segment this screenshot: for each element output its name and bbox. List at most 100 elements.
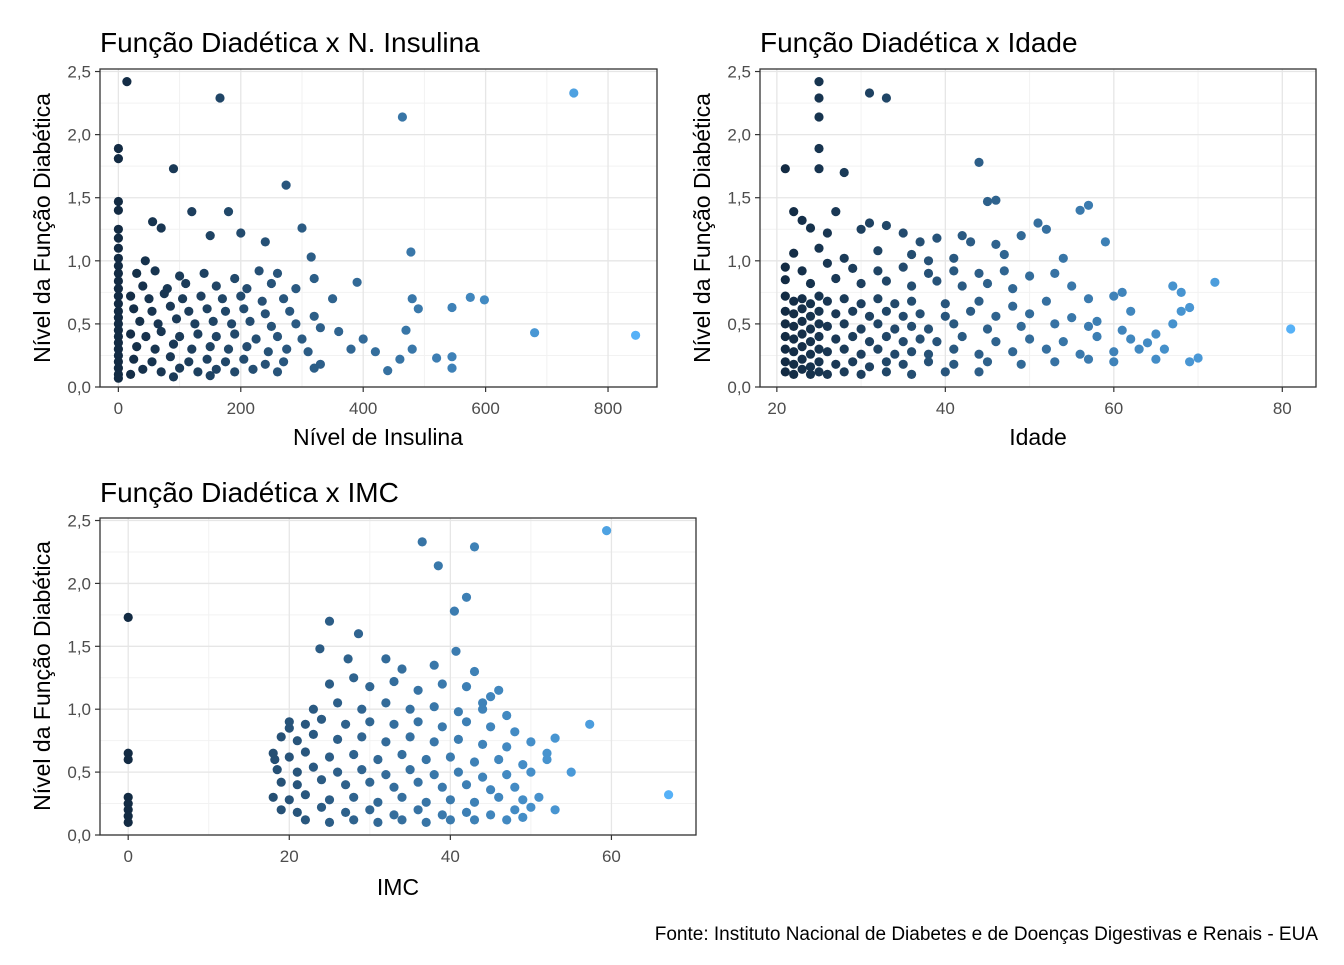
data-point — [881, 276, 892, 286]
data-point — [171, 314, 182, 324]
data-point — [324, 817, 335, 828]
data-point — [486, 785, 496, 795]
data-point — [381, 770, 391, 780]
data-point — [923, 357, 934, 367]
data-point — [864, 337, 875, 347]
x-axis-label: IMC — [377, 874, 419, 900]
data-point — [873, 294, 883, 304]
data-point — [461, 717, 472, 727]
data-point — [123, 811, 133, 821]
data-point — [1041, 224, 1051, 234]
data-point — [126, 369, 136, 379]
plot-background — [100, 518, 696, 835]
data-point — [940, 299, 950, 309]
data-point — [469, 666, 480, 677]
data-point — [982, 324, 993, 334]
data-point — [315, 644, 325, 654]
data-point — [1185, 302, 1195, 313]
data-point — [1100, 237, 1110, 247]
data-point — [1176, 306, 1186, 316]
data-point — [856, 278, 866, 289]
data-point — [780, 319, 790, 329]
data-point — [148, 217, 158, 227]
y-tick-label: 2,0 — [67, 126, 91, 145]
data-point — [113, 299, 123, 309]
data-point — [873, 246, 883, 256]
data-point — [406, 247, 416, 257]
data-point — [292, 780, 302, 790]
data-point — [797, 364, 807, 374]
data-point — [421, 817, 431, 828]
data-point — [353, 629, 364, 639]
data-point — [126, 291, 136, 301]
data-point — [1168, 319, 1178, 329]
data-point — [1016, 321, 1026, 331]
data-point — [113, 350, 123, 361]
data-point — [165, 352, 175, 362]
data-point — [814, 344, 824, 354]
x-tick-label: 60 — [602, 847, 621, 866]
data-point — [461, 780, 472, 790]
chart-title: Função Diadética x IMC — [100, 477, 399, 508]
x-tick-label: 800 — [594, 399, 622, 418]
data-point — [822, 228, 833, 238]
data-point — [1151, 329, 1161, 339]
y-axis-label: Nível da Função Diabética — [689, 93, 715, 363]
data-point — [1008, 347, 1018, 357]
data-point — [447, 352, 457, 362]
data-point — [324, 795, 335, 805]
data-point — [881, 93, 892, 103]
data-point — [805, 362, 816, 372]
data-point — [494, 685, 504, 695]
data-point — [113, 357, 123, 367]
data-point — [881, 357, 892, 367]
data-point — [429, 702, 439, 712]
data-point — [429, 660, 439, 670]
plot-background — [100, 69, 657, 387]
data-point — [469, 542, 480, 552]
data-point — [780, 164, 790, 174]
data-point — [789, 321, 799, 331]
data-point — [839, 253, 849, 263]
data-point — [126, 329, 136, 339]
data-point — [437, 782, 447, 792]
data-point — [113, 261, 123, 271]
data-point — [383, 366, 393, 376]
data-point — [526, 767, 536, 777]
data-point — [805, 311, 816, 321]
data-point — [1126, 334, 1136, 344]
data-point — [991, 239, 1001, 249]
data-point — [405, 704, 415, 714]
data-point — [156, 223, 166, 233]
data-point — [413, 304, 423, 314]
data-point — [187, 207, 197, 217]
data-point — [932, 233, 942, 243]
data-point — [1109, 347, 1119, 357]
data-point — [308, 704, 318, 714]
data-point — [357, 704, 367, 714]
data-point — [814, 331, 824, 342]
data-point — [502, 815, 512, 825]
x-tick-label: 60 — [1104, 399, 1123, 418]
data-point — [220, 306, 231, 316]
data-point — [300, 747, 310, 757]
data-point — [957, 331, 967, 342]
data-point — [789, 347, 799, 357]
data-point — [175, 331, 185, 342]
data-point — [445, 815, 455, 825]
data-point — [526, 802, 536, 812]
data-point — [272, 765, 282, 775]
data-point — [263, 347, 273, 357]
data-point — [814, 93, 824, 103]
data-point — [789, 359, 799, 369]
data-point — [1083, 200, 1094, 210]
data-point — [856, 369, 866, 379]
data-point — [123, 612, 133, 623]
data-point — [530, 328, 540, 338]
data-point — [780, 262, 790, 272]
data-point — [991, 337, 1001, 347]
data-point — [389, 782, 399, 792]
scatter-panel-2: 20 40 60 80 0,0 0,5 1,0 1,5 2,0 2,5 Função Diadéti… — [689, 27, 1317, 450]
data-point — [328, 294, 338, 304]
data-point — [113, 344, 123, 354]
